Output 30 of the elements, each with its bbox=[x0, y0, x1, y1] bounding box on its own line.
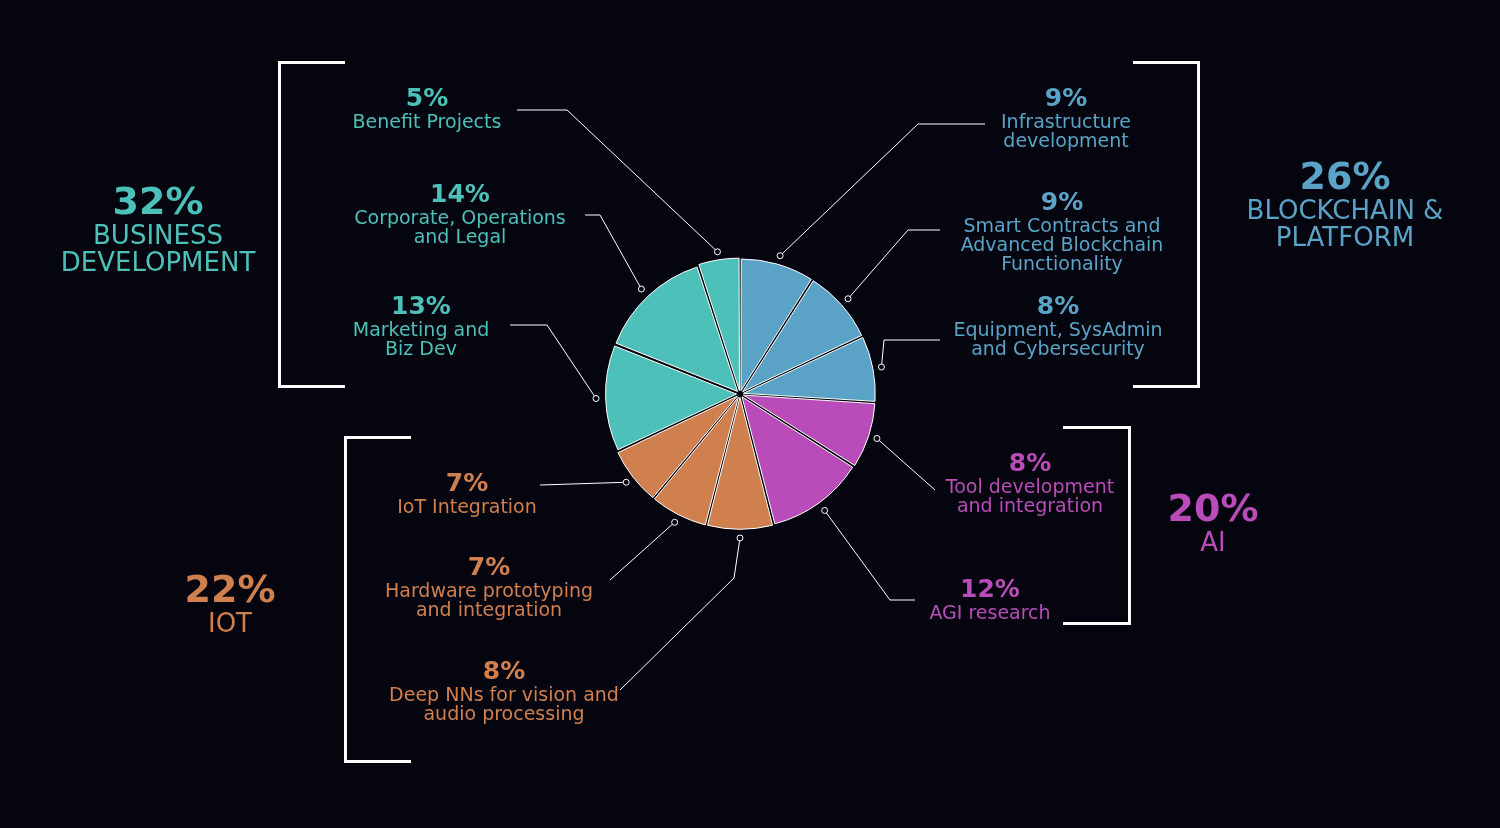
text: 32% bbox=[111, 179, 205, 223]
slice-label: Benefit Projects bbox=[351, 110, 503, 132]
slice-label: IoT Integration bbox=[396, 495, 538, 517]
data-label: 5% bbox=[404, 83, 450, 112]
slice-label: Smart Contracts and Advanced Blockchain Functionality bbox=[959, 214, 1165, 274]
data-label: 13% bbox=[390, 291, 452, 320]
data-label: 8% bbox=[1007, 448, 1053, 477]
slice-label: Hardware prototyping and integration bbox=[383, 579, 595, 620]
data-label: 8% bbox=[481, 656, 527, 685]
legend-label: AGI research bbox=[928, 601, 1052, 623]
data-label: 8% bbox=[1035, 291, 1081, 320]
data-label: 7% bbox=[466, 552, 512, 581]
data-label: 7% bbox=[444, 468, 490, 497]
data-label: 12% bbox=[959, 574, 1021, 603]
text: IOT bbox=[207, 608, 253, 638]
slice-label: Marketing and Biz Dev bbox=[351, 318, 491, 359]
text: BUSINESS DEVELOPMENT bbox=[59, 220, 257, 277]
data-label: 9% bbox=[1043, 83, 1089, 112]
slice-label: Deep NNs for vision and audio processing bbox=[388, 683, 620, 724]
slice-label: Equipment, SysAdmin and Cybersecurity bbox=[952, 318, 1164, 359]
text: 22% bbox=[183, 567, 277, 611]
text: BLOCKCHAIN & PLATFORM bbox=[1245, 195, 1445, 252]
text: 26% bbox=[1298, 154, 1392, 198]
text: AI bbox=[1199, 527, 1227, 557]
data-label: 9% bbox=[1039, 187, 1085, 216]
data-label: 14% bbox=[429, 179, 491, 208]
slice-label: Infrastructure development bbox=[1000, 110, 1132, 151]
slice-label: Tool development and integration bbox=[944, 475, 1116, 516]
slice-label: Corporate, Operations and Legal bbox=[353, 206, 567, 247]
text: 20% bbox=[1166, 486, 1260, 530]
